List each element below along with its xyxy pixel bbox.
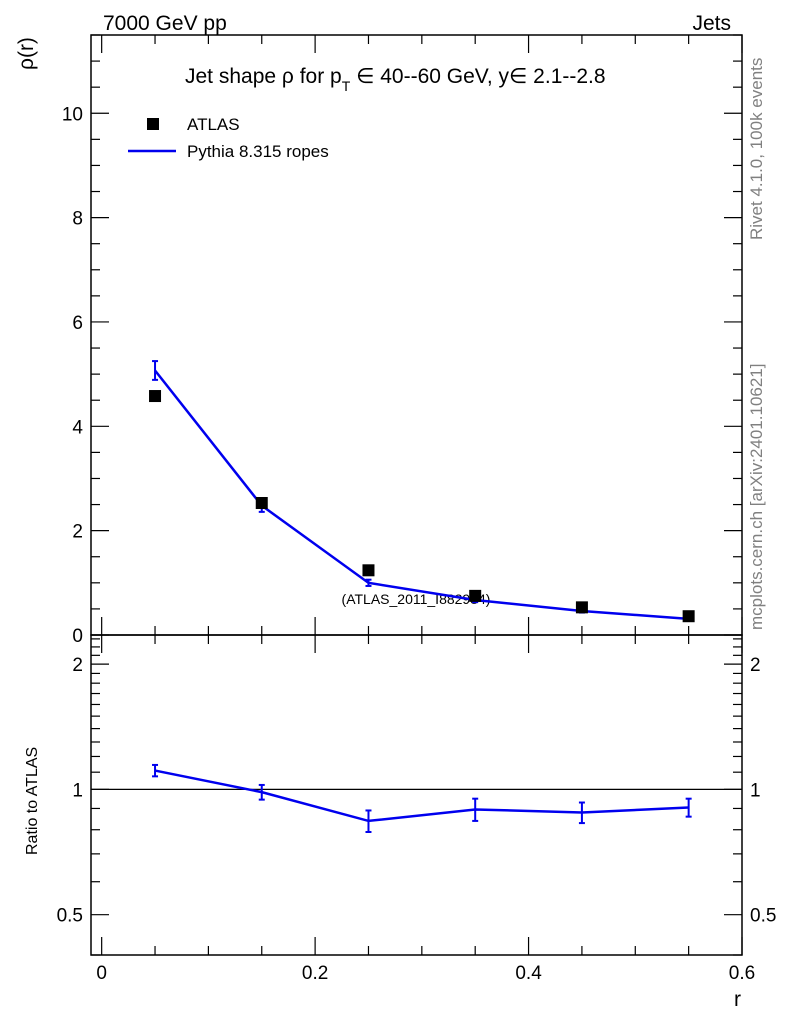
legend-atlas-marker bbox=[147, 118, 159, 130]
atlas-data-point bbox=[575, 601, 588, 614]
main-y-tick-label: 6 bbox=[72, 313, 83, 334]
ratio-y-axis-label: Ratio to ATLAS bbox=[24, 747, 41, 855]
analysis-watermark: (ATLAS_2011_I882984) bbox=[342, 591, 491, 607]
atlas-data-point bbox=[362, 564, 375, 577]
main-y-tick-label: 4 bbox=[72, 417, 83, 438]
x-tick-label: 0.4 bbox=[515, 963, 542, 984]
ratio-y-tick-label: 1 bbox=[72, 780, 83, 801]
main-y-axis-label: ρ(r) bbox=[15, 37, 38, 70]
main-series bbox=[149, 360, 695, 623]
atlas-data-point bbox=[255, 497, 268, 509]
main-y-tick-label: 2 bbox=[72, 522, 83, 543]
ratio-series bbox=[152, 763, 692, 834]
rivet-version-label: Rivet 4.1.0, 100k events bbox=[747, 58, 766, 240]
legend-atlas-label: ATLAS bbox=[187, 115, 240, 134]
x-axis-label: r bbox=[734, 988, 741, 1011]
atlas-data-point bbox=[149, 390, 162, 403]
title-rho: ρ bbox=[282, 65, 294, 88]
main-y-tick-label: 10 bbox=[62, 104, 83, 125]
svg-text:Jet shape ρ for pT ∈ 40--60 Ge: Jet shape ρ for pT ∈ 40--60 GeV, y∈ 2.1-… bbox=[185, 65, 606, 94]
title-pt-range: ∈ 40--60 GeV, y bbox=[350, 65, 509, 88]
ratio-y-tick-label: 0.5 bbox=[57, 906, 83, 927]
atlas-data-point bbox=[469, 589, 482, 602]
ratio-y-tick-label-right: 2 bbox=[750, 655, 761, 676]
mcplots-reference-label: mcplots.cern.ch [arXiv:2401.10621] bbox=[747, 364, 766, 630]
ratio-line bbox=[154, 769, 689, 823]
title-for-p: for p bbox=[294, 65, 342, 88]
x-tick-label: 0 bbox=[96, 963, 107, 984]
title-subscript-t: T bbox=[342, 78, 351, 94]
main-y-tick-label: 8 bbox=[72, 209, 83, 230]
main-y-tick-label: 0 bbox=[72, 626, 83, 647]
ratio-y-tick-label-right: 0.5 bbox=[750, 906, 776, 927]
ratio-y-tick-label-right: 1 bbox=[750, 780, 761, 801]
ratio-y-tick-label: 2 bbox=[72, 655, 83, 676]
ratio-axis-ticks: 0.5 0.5 1 1 2 2 0 0.2 0.4 0.6 bbox=[57, 635, 776, 984]
ratio-panel-frame bbox=[90, 634, 743, 956]
main-axis-ticks: 0 2 4 6 8 10 bbox=[62, 34, 743, 647]
title-y-range: ∈ 2.1--2.8 bbox=[509, 65, 606, 88]
title-prefix: Jet shape bbox=[185, 65, 282, 88]
x-tick-label: 0.6 bbox=[729, 963, 755, 984]
header-jets-label: Jets bbox=[692, 12, 731, 35]
main-title: Jet shape ρ for pT ∈ 40--60 GeV, y∈ 2.1-… bbox=[185, 65, 606, 94]
atlas-data-point bbox=[682, 610, 695, 623]
pythia-line bbox=[154, 369, 689, 621]
legend-pythia-label: Pythia 8.315 ropes bbox=[187, 142, 329, 161]
legend: ATLAS Pythia 8.315 ropes bbox=[128, 115, 329, 161]
header-energy-label: 7000 GeV pp bbox=[103, 12, 227, 35]
x-tick-label: 0.2 bbox=[302, 963, 328, 984]
